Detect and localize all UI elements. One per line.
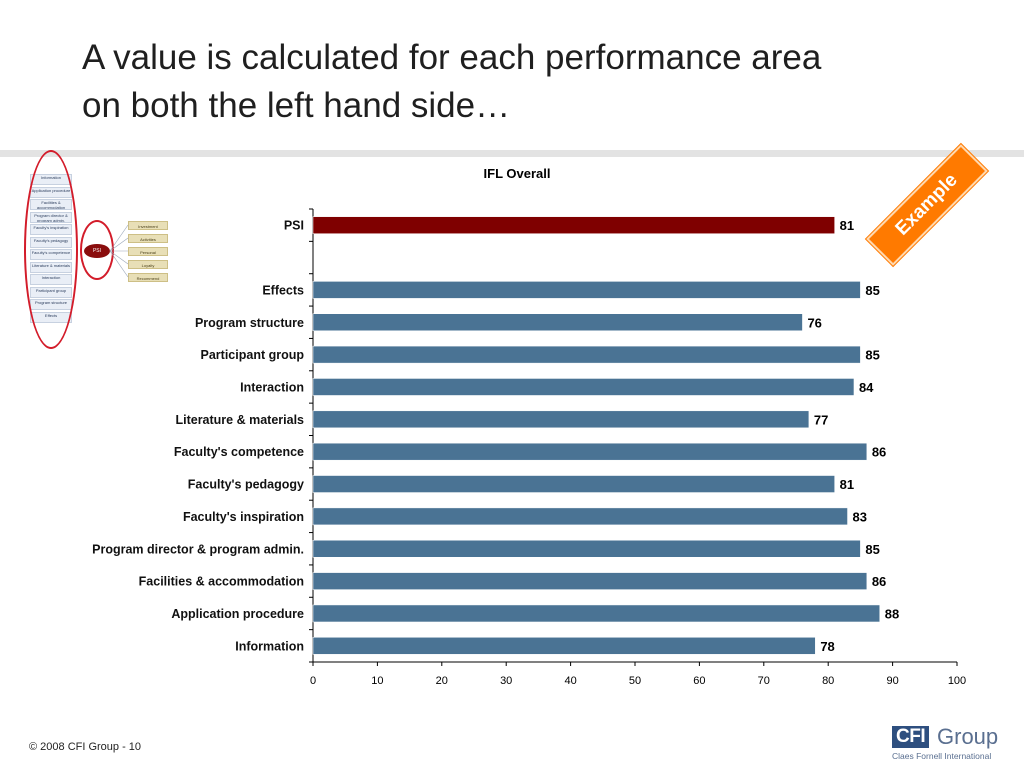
chart-title: IFL Overall (483, 166, 551, 181)
x-tick-label: 10 (371, 675, 383, 687)
category-label: Literature & materials (175, 413, 304, 427)
slide-title-line-1: A value is calculated for each performan… (82, 38, 822, 77)
model-outcome-item: Loyalty (128, 260, 168, 269)
bar (312, 604, 880, 623)
data-label: 81 (840, 218, 854, 233)
model-outcome-item: Personal development (128, 247, 168, 256)
psi-bar (312, 216, 835, 234)
bar (312, 378, 855, 396)
company-logo: CFI Group Claes Fornell International (892, 724, 1018, 764)
bar (312, 507, 848, 526)
title-divider (0, 150, 1024, 157)
category-label: Program structure (195, 316, 304, 330)
highlight-ellipse-drivers (24, 150, 78, 349)
model-outcome-item: Investment (128, 221, 168, 230)
category-label: Faculty's inspiration (183, 510, 304, 524)
bar (312, 572, 868, 590)
model-outcome-item: Activities (128, 234, 168, 243)
x-tick-label: 80 (822, 675, 834, 687)
category-label: Program director & program admin. (92, 542, 304, 556)
data-label: 86 (872, 574, 886, 589)
category-label: Faculty's competence (174, 445, 304, 459)
category-label: Effects (262, 283, 304, 297)
logo-wordmark: Group (937, 724, 999, 749)
bar (312, 637, 816, 655)
x-tick-label: 50 (629, 675, 641, 687)
x-tick-label: 100 (948, 675, 966, 687)
category-label: PSI (284, 219, 304, 233)
logo-subtitle: Claes Fornell International (892, 751, 992, 761)
model-connectors (109, 224, 129, 278)
x-tick-label: 90 (886, 675, 898, 687)
x-tick-label: 40 (564, 675, 576, 687)
data-label: 77 (814, 412, 828, 427)
highlight-ellipse-psi (80, 220, 114, 280)
slide-title: A value is calculated for each performan… (82, 34, 982, 130)
category-label: Interaction (240, 380, 304, 394)
data-label: 78 (820, 639, 834, 654)
category-label: Faculty's pedagogy (188, 478, 304, 492)
model-outcome-item: Recommend (128, 273, 168, 282)
bar (312, 313, 803, 331)
footer-copyright: © 2008 CFI Group - 10 (29, 741, 142, 753)
x-tick-label: 30 (500, 675, 512, 687)
slide-title-line-2: on both the left hand side… (82, 86, 511, 125)
data-label: 76 (807, 315, 821, 330)
x-tick-label: 20 (436, 675, 448, 687)
logo-mark: CFI (892, 726, 930, 748)
data-label: 83 (853, 509, 867, 524)
bar (312, 345, 861, 364)
x-tick-label: 70 (758, 675, 770, 687)
data-label: 86 (872, 445, 886, 460)
x-tick-label: 60 (693, 675, 705, 687)
bar (312, 281, 861, 299)
data-label: 85 (865, 542, 879, 557)
x-tick-label: 0 (310, 675, 316, 687)
category-label: Participant group (201, 348, 305, 362)
category-label: Information (235, 639, 304, 653)
bar (312, 442, 868, 461)
data-label: 85 (865, 348, 879, 363)
bar (312, 540, 861, 558)
category-label: Facilities & accommodation (139, 575, 304, 589)
bar (312, 410, 810, 429)
bar (312, 475, 835, 493)
category-label: Application procedure (171, 607, 304, 621)
data-label: 84 (859, 380, 874, 395)
data-label: 88 (885, 606, 899, 621)
data-label: 85 (865, 283, 879, 298)
data-label: 81 (840, 477, 854, 492)
